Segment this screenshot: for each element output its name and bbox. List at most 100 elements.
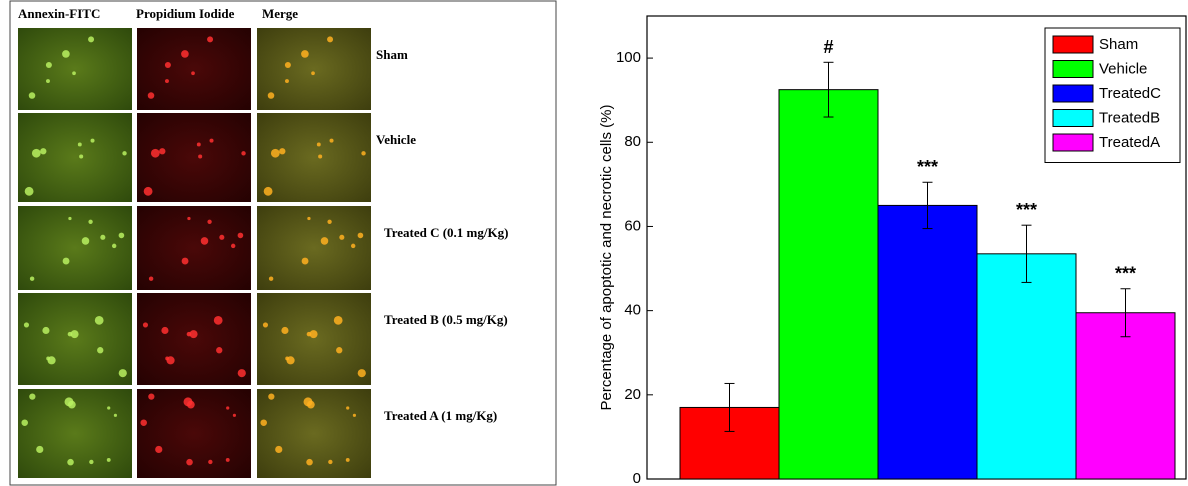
cell-dot (165, 79, 169, 83)
cell-dot (353, 414, 356, 417)
cell-dot (285, 79, 289, 83)
cell-dot (285, 62, 291, 68)
legend-label: Vehicle (1099, 60, 1147, 77)
micrograph (257, 28, 371, 110)
legend-swatch (1053, 36, 1093, 53)
cell-dot (68, 217, 71, 220)
cell-dot (219, 235, 224, 240)
cell-dot (302, 258, 309, 265)
cell-dot (119, 233, 125, 239)
cell-dot (186, 459, 193, 466)
cell-dot (271, 149, 280, 158)
micrograph (18, 113, 132, 202)
cell-dot (226, 458, 230, 462)
cell-dot (24, 322, 29, 327)
cell-dot (72, 71, 76, 75)
cell-dot (151, 149, 160, 158)
row-label: Treated A (1 mg/Kg) (384, 408, 497, 423)
cell-dot (144, 187, 153, 196)
cell-dot (143, 322, 148, 327)
cell-dot (40, 148, 46, 154)
cell-dot (216, 347, 222, 353)
cell-dot (36, 446, 43, 453)
cell-dot (97, 347, 103, 353)
cell-dot (155, 446, 162, 453)
cell-dot (140, 419, 147, 426)
cell-dot (114, 414, 117, 417)
row-label: Treated B (0.5 mg/Kg) (384, 312, 508, 327)
micrograph (257, 389, 371, 478)
cell-dot (187, 401, 195, 409)
y-tick-label: 0 (633, 470, 641, 486)
figure-canvas: Annexin-FITCPropidium IodideMergeShamVeh… (0, 0, 1188, 486)
significance-label: *** (917, 157, 938, 177)
cell-dot (346, 458, 350, 462)
micrograph (18, 206, 132, 290)
y-tick-label: 20 (624, 386, 641, 403)
cell-dot (264, 187, 273, 196)
legend-swatch (1053, 134, 1093, 151)
cell-dot (63, 258, 70, 265)
cell-dot (238, 369, 246, 377)
cell-dot (167, 356, 175, 364)
bar (977, 254, 1076, 479)
cell-dot (197, 142, 201, 146)
y-tick-label: 60 (624, 217, 641, 234)
cell-dot (233, 414, 236, 417)
micrograph (137, 293, 251, 385)
cell-dot (25, 187, 34, 196)
cell-dot (279, 148, 285, 154)
cell-dot (187, 332, 192, 337)
column-header: Merge (262, 6, 298, 21)
cell-dot (30, 276, 34, 280)
cell-dot (226, 406, 229, 409)
cell-dot (358, 369, 366, 377)
column-header: Annexin-FITC (18, 6, 100, 21)
cell-dot (351, 244, 355, 248)
cell-dot (336, 347, 342, 353)
legend-swatch (1053, 110, 1093, 127)
significance-label: *** (1016, 200, 1037, 220)
bar (878, 205, 977, 479)
cell-dot (269, 276, 273, 280)
cell-dot (165, 62, 171, 68)
cell-dot (88, 220, 92, 224)
cell-dot (68, 332, 73, 337)
cell-dot (119, 369, 127, 377)
cell-dot (268, 394, 274, 400)
cell-dot (317, 142, 321, 146)
cell-dot (339, 235, 344, 240)
cell-dot (29, 394, 35, 400)
cell-dot (112, 244, 116, 248)
cell-dot (307, 332, 312, 337)
bar (779, 90, 878, 479)
cell-dot (161, 327, 168, 334)
y-tick-label: 40 (624, 302, 641, 319)
y-axis-label: Percentage of apoptotic and necrotic cel… (598, 104, 615, 410)
cell-dot (231, 244, 235, 248)
cell-dot (78, 142, 82, 146)
cell-dot (91, 139, 95, 143)
cell-dot (334, 316, 343, 325)
cell-dot (79, 154, 83, 158)
figure: Annexin-FITCPropidium IodideMergeShamVeh… (0, 0, 1188, 486)
cell-dot (107, 458, 111, 462)
cell-dot (328, 460, 332, 464)
cell-dot (122, 151, 126, 155)
cell-dot (260, 419, 267, 426)
cell-dot (148, 394, 154, 400)
cell-dot (321, 237, 329, 245)
cell-dot (307, 401, 315, 409)
row-label: Treated C (0.1 mg/Kg) (384, 225, 508, 240)
cell-dot (32, 149, 41, 158)
legend-label: TreatedC (1099, 85, 1161, 102)
cell-dot (89, 460, 93, 464)
row-label: Sham (376, 47, 408, 62)
cell-dot (46, 62, 52, 68)
cell-dot (281, 327, 288, 334)
micrograph (137, 389, 251, 478)
cell-dot (306, 459, 313, 466)
y-tick-label: 80 (624, 133, 641, 150)
cell-dot (68, 401, 76, 409)
cell-dot (208, 460, 212, 464)
